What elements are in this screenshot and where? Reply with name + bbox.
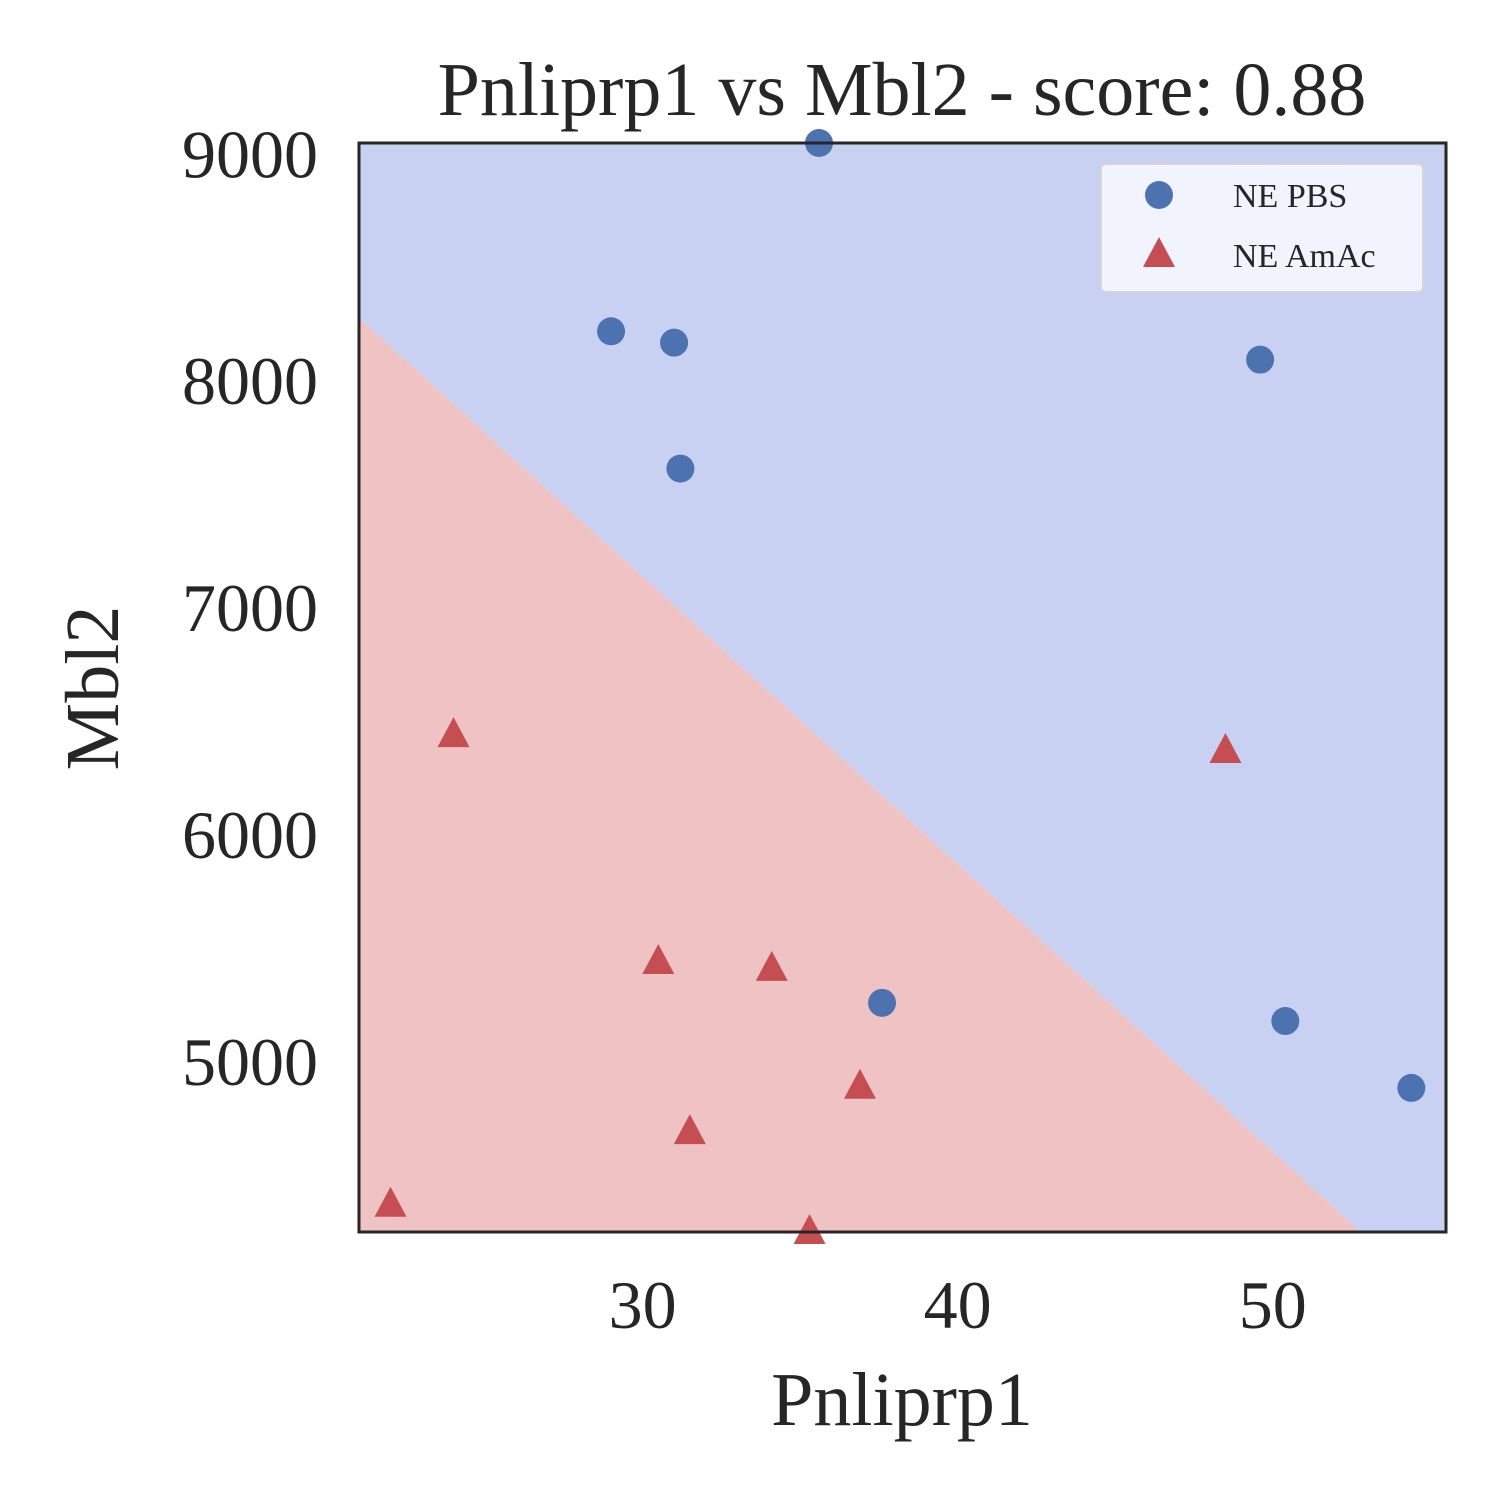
legend-box [1100,163,1424,293]
plot-frame [357,141,1448,1234]
data-point [1271,1007,1300,1036]
data-point [666,454,695,483]
decision-regions [359,143,1446,1232]
legend-label: NE AmAc [1233,238,1376,275]
legend: NE PBS NE AmAc [1100,163,1424,293]
data-point [673,1114,706,1145]
data-point [1397,1073,1426,1102]
x-tick-label: 50 [1239,1267,1307,1343]
data-point [642,944,675,975]
y-tick-label: 8000 [182,343,318,419]
data-points [374,129,1426,1244]
x-tick-label: 40 [924,1267,992,1343]
series-ne-amac [374,717,1242,1244]
y-tick-label: 6000 [182,797,318,873]
legend-marker-circle [1145,181,1173,209]
legend-marker-triangle [1143,237,1175,267]
data-point [374,1186,407,1217]
data-point [660,328,689,357]
series-ne-pbs [597,129,1426,1102]
data-point [437,717,470,748]
chart-title: Pnliprp1 vs Mbl2 - score: 0.88 [438,48,1367,132]
data-point [793,1214,826,1244]
data-point [755,950,788,981]
axis-ticks: 30 40 50 5000 6000 7000 8000 9000 [182,116,1307,1343]
y-tick-label: 7000 [182,570,318,646]
data-point [1209,733,1242,764]
x-axis-label: Pnliprp1 [771,1358,1033,1442]
region-ne-amac [359,317,1361,1232]
data-point [868,988,897,1017]
y-tick-label: 5000 [182,1024,318,1100]
legend-label: NE PBS [1233,178,1347,215]
y-tick-label: 9000 [182,116,318,192]
data-point [1246,345,1275,374]
data-point [597,317,626,346]
y-axis-label: Mbl2 [51,606,135,771]
x-tick-label: 30 [609,1267,677,1343]
data-point [843,1068,876,1099]
region-ne-pbs [359,143,1446,1232]
plot-area [357,129,1448,1244]
